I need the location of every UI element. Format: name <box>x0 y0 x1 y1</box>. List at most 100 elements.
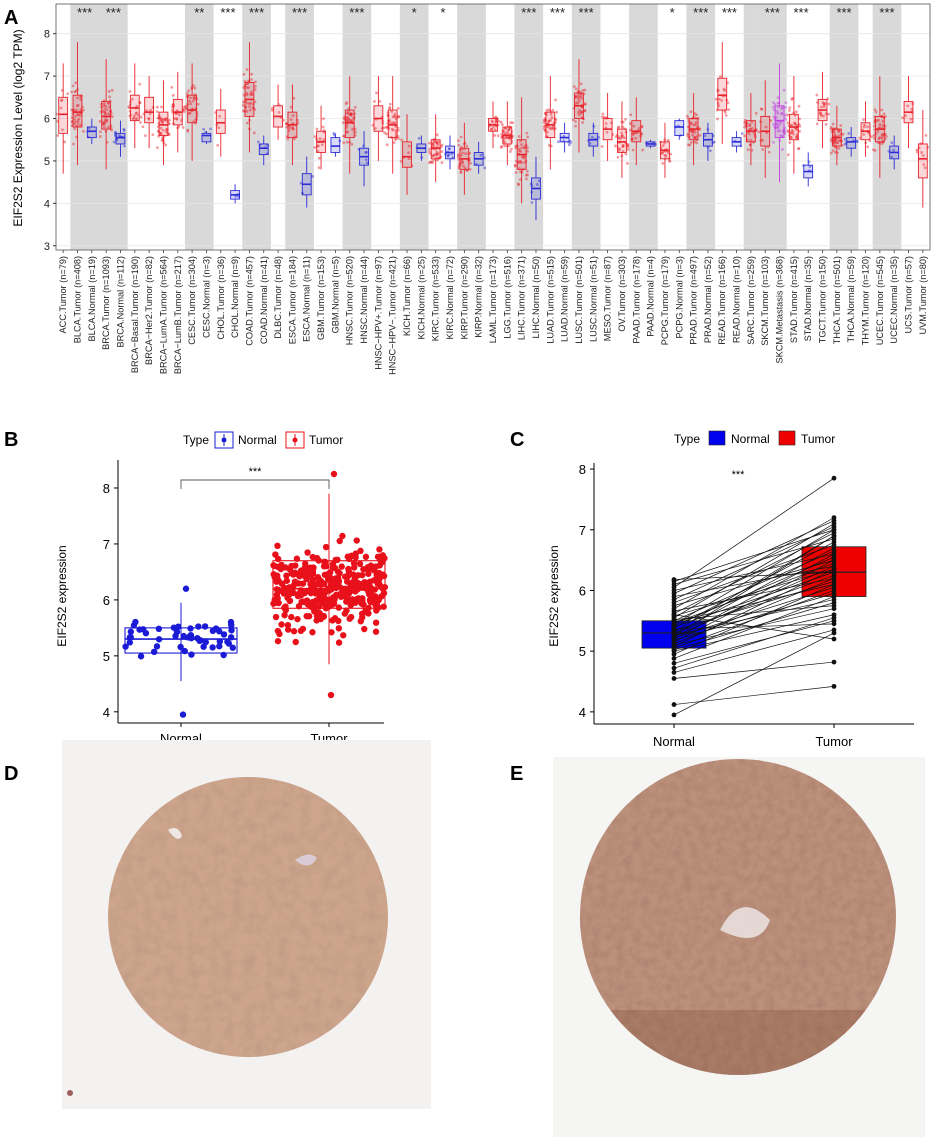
panel-b-point-normal <box>209 644 216 651</box>
panel-a-point <box>55 119 59 123</box>
panel-a-point <box>139 115 143 119</box>
panel-a-point <box>145 109 148 113</box>
panel-b-point-tumor <box>273 596 280 603</box>
panel-a-point <box>876 129 880 133</box>
panel-a-point <box>277 110 281 114</box>
panel-c-point-tumor <box>831 659 837 665</box>
panel-a-point <box>159 132 163 135</box>
panel-a-point <box>291 114 295 118</box>
panel-a-point <box>196 102 200 106</box>
panel-c-y-tick-label: 4 <box>579 705 586 720</box>
panel-a-point <box>882 112 886 116</box>
panel-a-point <box>881 119 885 123</box>
panel-a-point <box>759 107 763 111</box>
panel-a-point <box>788 106 792 110</box>
panel-a-point <box>878 125 882 129</box>
panel-a-point <box>690 129 693 133</box>
panel-b-point-tumor <box>334 556 341 564</box>
panel-a-point <box>128 90 132 93</box>
panel-a-point <box>526 135 530 139</box>
panel-a-x-tick-label: BRCA.Tumor (n=1093) <box>101 256 111 350</box>
panel-a-point <box>155 110 159 114</box>
panel-a-x-tick-label: THCA.Normal (n=59) <box>846 256 856 343</box>
panel-a-point <box>322 117 325 121</box>
panel-b-point-tumor <box>372 602 379 609</box>
panel-a-sig-prad: *** <box>693 5 708 20</box>
panel-a-point <box>517 183 521 187</box>
panel-a-point <box>832 141 836 145</box>
panel-a-point <box>79 123 83 127</box>
panel-a-point <box>147 116 151 120</box>
panel-a-point <box>833 146 837 149</box>
panel-a-box <box>201 132 212 143</box>
panel-a-point <box>831 122 835 126</box>
panel-a-point <box>910 107 914 111</box>
panel-b-point-tumor <box>283 572 290 579</box>
panel-a-point <box>727 108 730 112</box>
panel-a-point <box>829 151 833 155</box>
panel-b-point-tumor <box>350 564 358 571</box>
panel-b-y-axis-label: EIF2S2 expression <box>55 545 69 646</box>
panel-a-x-tick-label: LUAD.Tumor (n=515) <box>545 256 555 344</box>
panel-a-point <box>345 101 349 104</box>
panel-a-point <box>819 111 822 114</box>
panel-a-point <box>285 125 288 129</box>
panel-a-point <box>461 160 464 164</box>
panel-a-point <box>141 125 145 129</box>
panel-a-point <box>769 119 773 123</box>
panel-a-point <box>517 147 521 151</box>
panel-a-point <box>698 127 702 131</box>
panel-a-point <box>341 121 345 125</box>
panel-a-point <box>576 94 580 98</box>
panel-a-point <box>508 137 512 141</box>
panel-a-point <box>71 84 75 88</box>
panel-a-point <box>543 118 546 122</box>
panel-c-point-normal <box>671 660 677 666</box>
panel-a-point <box>429 160 433 164</box>
panel-label-b: B <box>4 429 18 451</box>
panel-a-x-tick-label: UVM.Tumor (n=80) <box>918 256 928 335</box>
panel-a-point <box>720 98 724 102</box>
panel-b-point-tumor <box>290 628 298 635</box>
panel-a-x-tick-label: KIRC.Tumor (n=533) <box>431 256 441 341</box>
panel-a-point <box>545 130 549 134</box>
panel-a-point <box>435 152 439 156</box>
panel-a-point <box>505 130 509 134</box>
panel-b-point-normal <box>142 629 150 637</box>
panel-b-y-tick-label: 7 <box>103 537 110 552</box>
panel-a-point <box>292 137 296 141</box>
panel-a-point <box>286 137 290 141</box>
panel-a-y-tick-label: 4 <box>44 198 50 210</box>
panel-a-point <box>694 121 698 124</box>
panel-a-point <box>350 142 354 146</box>
panel-a-point <box>513 164 517 168</box>
panel-a-point <box>456 155 460 159</box>
panel-a-point <box>873 149 877 152</box>
panel-a-x-tick-label: ESCA.Normal (n=11) <box>302 256 312 342</box>
panel-a-band-prad <box>686 4 716 250</box>
panel-a-sig-cesc: ** <box>194 5 204 20</box>
panel-a-point <box>147 117 151 121</box>
panel-a-point <box>188 112 192 115</box>
panel-b-y-tick-label: 5 <box>103 649 110 664</box>
panel-a-point <box>345 140 349 144</box>
panel-a-point <box>855 140 859 143</box>
panel-a-point <box>394 138 398 142</box>
panel-a-point <box>789 136 793 140</box>
panel-a-x-tick-label: KIRP.Normal (n=32) <box>474 256 484 338</box>
panel-a-point <box>537 179 541 183</box>
panel-a-point <box>523 145 527 149</box>
panel-a-point <box>616 155 620 159</box>
panel-b-point-normal <box>227 618 235 626</box>
panel-a-point <box>217 126 221 130</box>
panel-b-legend-title: Type <box>183 433 209 447</box>
panel-a-x-tick-label: PCPG.Tumor (n=179) <box>660 256 670 345</box>
panel-a-point <box>666 138 670 142</box>
panel-b-point-tumor <box>307 564 314 571</box>
panel-a-point <box>920 151 924 154</box>
panel-a-point <box>187 89 190 93</box>
panel-a-point <box>193 86 197 90</box>
panel-a-point <box>105 120 109 123</box>
panel-c-pair-line <box>673 593 835 641</box>
panel-a-point <box>545 108 549 112</box>
